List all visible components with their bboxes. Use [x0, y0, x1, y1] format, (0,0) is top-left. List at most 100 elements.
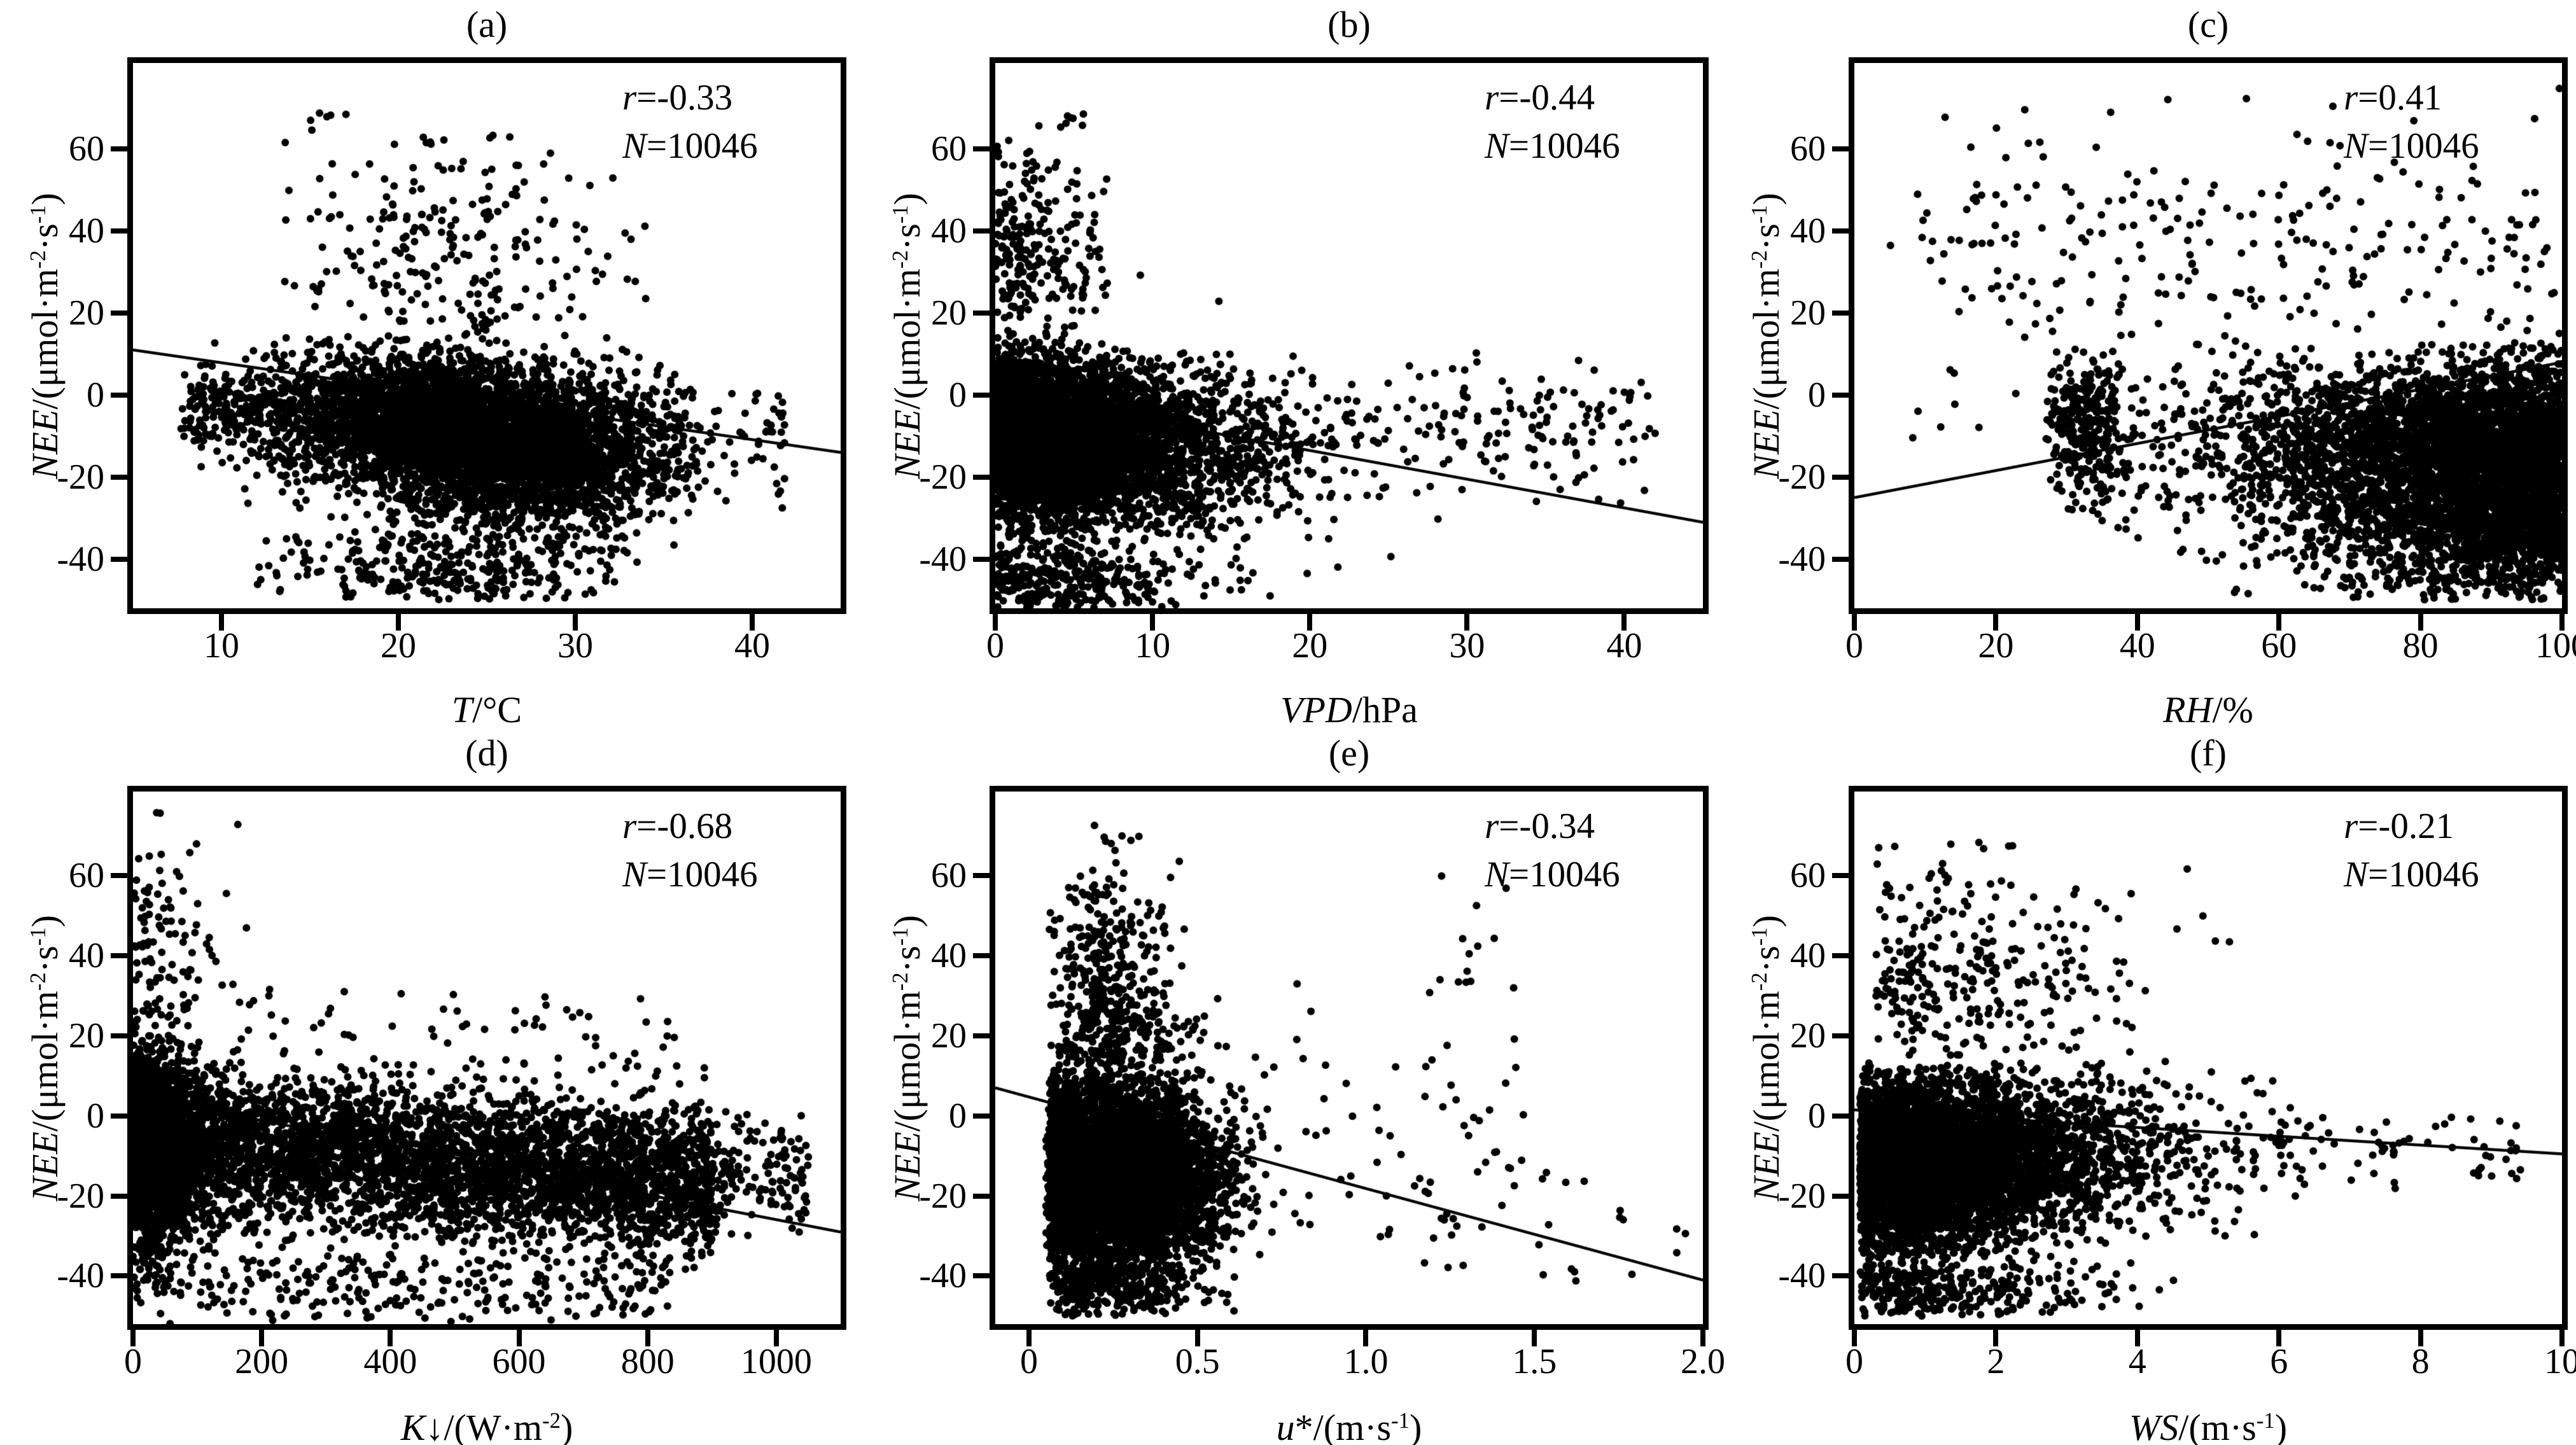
y-tick-label: -40 — [919, 1256, 967, 1296]
y-tick-mark — [973, 146, 990, 152]
y-tick-mark — [973, 1113, 990, 1119]
x-tick-mark — [1150, 614, 1156, 631]
x-tick-label: 10 — [1135, 626, 1171, 666]
stats-annotation: r=-0.33 N=10046 — [622, 74, 877, 171]
stats-annotation: r=-0.21 N=10046 — [2344, 802, 2576, 899]
y-tick-mark — [973, 556, 990, 562]
x-tick-label: 10 — [2544, 1342, 2576, 1381]
x-axis-label: VPD/hPa — [1280, 689, 1418, 730]
y-tick-label: 40 — [69, 936, 104, 976]
r-symbol: r — [1485, 806, 1499, 846]
x-tick-mark — [2134, 1330, 2140, 1346]
y-tick-label: 20 — [1790, 1016, 1826, 1056]
x-tick-label: 20 — [1292, 626, 1328, 666]
panel-e: (e) NEE/(μmol·m-2·s-1) 0 0.5 1.0 1.5 2.0 -40-… — [862, 729, 1740, 1445]
panel-f: (f) NEE/(μmol·m-2·s-1) 0 2 4 6 8 10 -40 -20 0 20 4… — [1721, 729, 2576, 1445]
y-tick-label: 60 — [931, 129, 967, 169]
n-value: N=10046 — [622, 855, 758, 895]
scatter-canvas — [1854, 63, 2562, 608]
n-value: N=10046 — [622, 126, 758, 166]
y-tick-mark — [1832, 1273, 1849, 1279]
r-value: r=-0.68 — [622, 806, 733, 846]
x-tick-mark — [773, 1330, 779, 1346]
x-tick-label: 800 — [620, 1342, 675, 1381]
x-tick-mark — [750, 614, 755, 631]
n-value: N=10046 — [1485, 855, 1620, 895]
x-tick-label: 0 — [124, 1342, 142, 1381]
x-tick-label: 30 — [1449, 626, 1485, 666]
y-tick-label: 60 — [69, 856, 104, 896]
y-tick-mark — [111, 392, 127, 398]
y-tick-mark — [1832, 1113, 1849, 1119]
panel-title: (b) — [1327, 4, 1371, 45]
y-tick-label: 20 — [931, 293, 967, 333]
x-tick-label: 10 — [204, 626, 239, 666]
y-tick-mark — [973, 392, 990, 398]
x-tick-label: 0.5 — [1175, 1342, 1220, 1381]
x-tick-label: 40 — [1606, 626, 1642, 666]
panel-title: (a) — [466, 4, 508, 45]
n-symbol: N — [622, 855, 647, 895]
n-symbol: N — [2344, 126, 2369, 166]
y-tick-mark — [973, 1033, 990, 1038]
y-tick-label: -40 — [57, 539, 104, 579]
x-tick-label: 40 — [734, 626, 770, 666]
x-tick-label: 0 — [1845, 1342, 1863, 1381]
y-tick-label: 40 — [1790, 936, 1826, 976]
y-tick-mark — [111, 1113, 127, 1119]
r-value: r=-0.33 — [622, 78, 733, 118]
x-tick-mark — [516, 1330, 522, 1346]
x-tick-label: 1.5 — [1512, 1342, 1557, 1381]
panel-title: (f) — [2190, 732, 2227, 774]
y-tick-mark — [111, 228, 127, 234]
x-tick-label: 40 — [2119, 626, 2155, 666]
x-tick-label: 400 — [363, 1342, 417, 1381]
y-tick-mark — [111, 311, 127, 316]
y-tick-label: 40 — [69, 211, 104, 251]
n-value: N=10046 — [1485, 126, 1620, 166]
y-tick-label: -20 — [57, 457, 104, 497]
x-tick-mark — [2418, 614, 2423, 631]
y-tick-label: 20 — [69, 1016, 104, 1056]
y-tick-label: 0 — [87, 375, 104, 415]
scatter-canvas — [1854, 792, 2562, 1324]
n-symbol: N — [1485, 126, 1509, 166]
x-tick-label: 60 — [2261, 626, 2297, 666]
plot-frame — [990, 57, 1709, 614]
y-tick-label: -40 — [1778, 1256, 1826, 1296]
y-tick-label: 20 — [1790, 293, 1826, 333]
stats-annotation: r=0.41 N=10046 — [2344, 74, 2576, 171]
y-tick-label: 0 — [1808, 1096, 1826, 1136]
x-tick-mark — [1363, 1330, 1369, 1346]
r-value: r=-0.44 — [1485, 78, 1595, 118]
x-tick-mark — [388, 1330, 393, 1346]
r-symbol: r — [622, 78, 637, 118]
n-value: N=10046 — [2344, 126, 2479, 166]
stats-annotation: r=-0.34 N=10046 — [1485, 802, 1739, 899]
r-symbol: r — [2344, 806, 2358, 846]
stats-annotation: r=-0.44 N=10046 — [1485, 74, 1739, 171]
x-axis-label: K↓/(W·m-2) — [400, 1407, 573, 1445]
scatter-canvas — [995, 792, 1703, 1324]
x-tick-label: 0 — [1845, 626, 1863, 666]
plot-frame — [127, 57, 846, 614]
x-tick-label: 0 — [986, 626, 1004, 666]
y-tick-mark — [1832, 953, 1849, 959]
x-tick-mark — [2559, 1330, 2565, 1346]
y-tick-label: -20 — [919, 457, 967, 497]
y-tick-mark — [1832, 146, 1849, 152]
x-tick-mark — [1993, 1330, 1999, 1346]
panel-title: (c) — [2187, 4, 2229, 45]
y-tick-label: -20 — [1778, 457, 1826, 497]
y-tick-mark — [973, 1273, 990, 1279]
x-tick-label: 0 — [1019, 1342, 1038, 1381]
y-tick-label: 60 — [931, 856, 967, 896]
panel-a: (a) NEE/(μmol·m-2·s-1) 10 20 30 40 -40 -20 0 20… — [0, 0, 878, 730]
x-tick-mark — [1852, 614, 1857, 631]
y-tick-mark — [111, 1193, 127, 1199]
x-tick-label: 30 — [557, 626, 593, 666]
x-axis-label: T/°C — [451, 689, 522, 730]
x-tick-mark — [1532, 1330, 1537, 1346]
y-tick-label: 0 — [87, 1096, 104, 1136]
x-tick-label: 8 — [2411, 1342, 2430, 1381]
